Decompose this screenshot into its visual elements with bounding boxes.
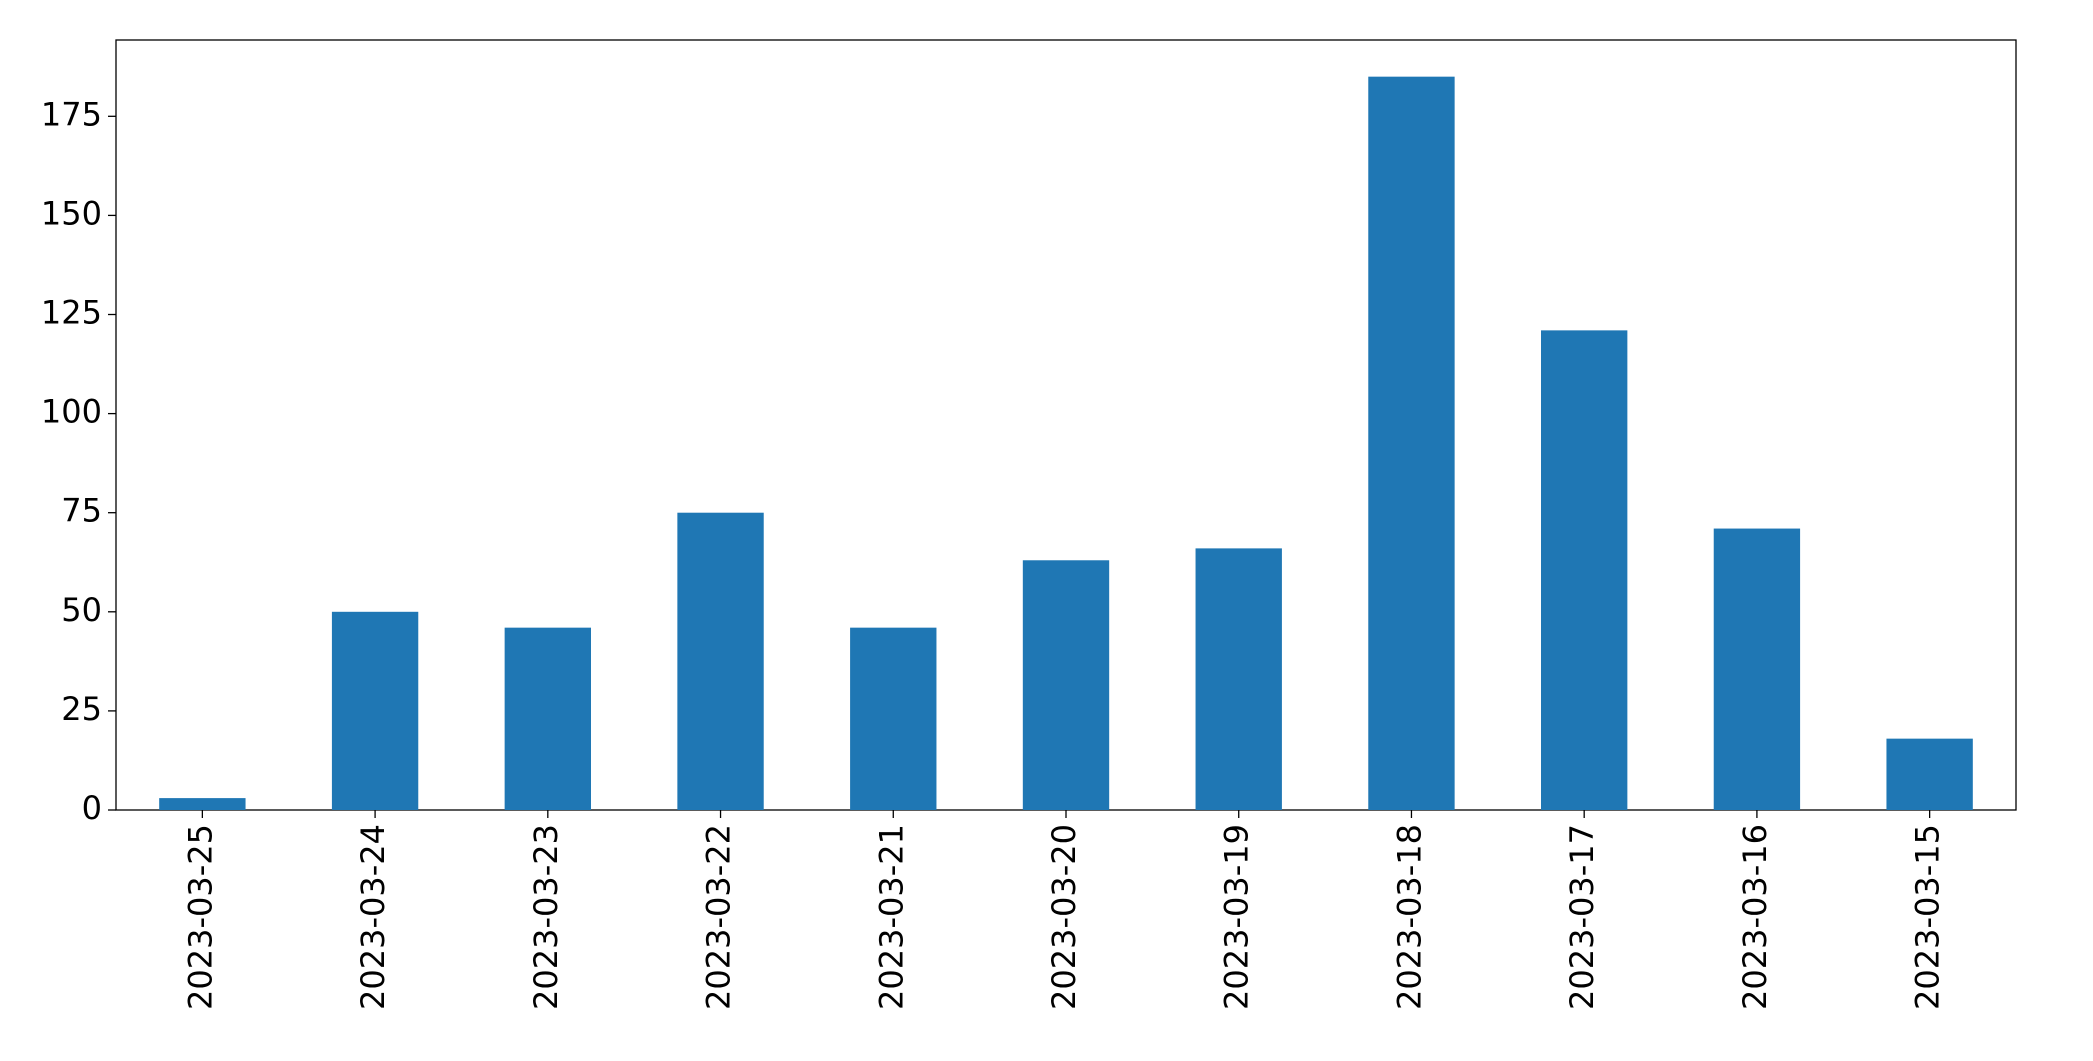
- bar: [504, 627, 591, 810]
- x-tick-label: 2023-03-17: [1563, 824, 1601, 1010]
- bar: [850, 627, 937, 810]
- y-tick-label: 150: [41, 194, 102, 232]
- x-tick-label: 2023-03-22: [700, 824, 738, 1010]
- bar: [1368, 76, 1455, 810]
- bar: [1713, 528, 1801, 810]
- bar: [677, 512, 764, 810]
- bar: [331, 611, 419, 810]
- y-tick-label: 100: [41, 393, 102, 431]
- bar: [1195, 548, 1282, 810]
- x-tick-label: 2023-03-15: [1909, 824, 1947, 1010]
- x-tick-label: 2023-03-19: [1218, 824, 1256, 1010]
- y-tick-label: 175: [41, 95, 102, 133]
- x-tick-label: 2023-03-21: [872, 824, 910, 1010]
- x-tick-label: 2023-03-25: [181, 824, 219, 1010]
- x-tick-label: 2023-03-23: [527, 824, 565, 1010]
- y-tick-label: 0: [82, 789, 102, 827]
- bar: [1022, 560, 1110, 810]
- y-tick-label: 125: [41, 294, 102, 332]
- bar: [1886, 738, 1973, 810]
- bar: [159, 798, 246, 810]
- x-tick-label: 2023-03-20: [1045, 824, 1083, 1010]
- y-tick-label: 25: [61, 690, 102, 728]
- x-tick-label: 2023-03-18: [1390, 824, 1428, 1010]
- x-tick-label: 2023-03-24: [354, 824, 392, 1010]
- y-tick-label: 75: [61, 492, 102, 530]
- y-tick-label: 50: [61, 591, 102, 629]
- bar: [1541, 330, 1628, 810]
- x-tick-label: 2023-03-16: [1736, 824, 1774, 1010]
